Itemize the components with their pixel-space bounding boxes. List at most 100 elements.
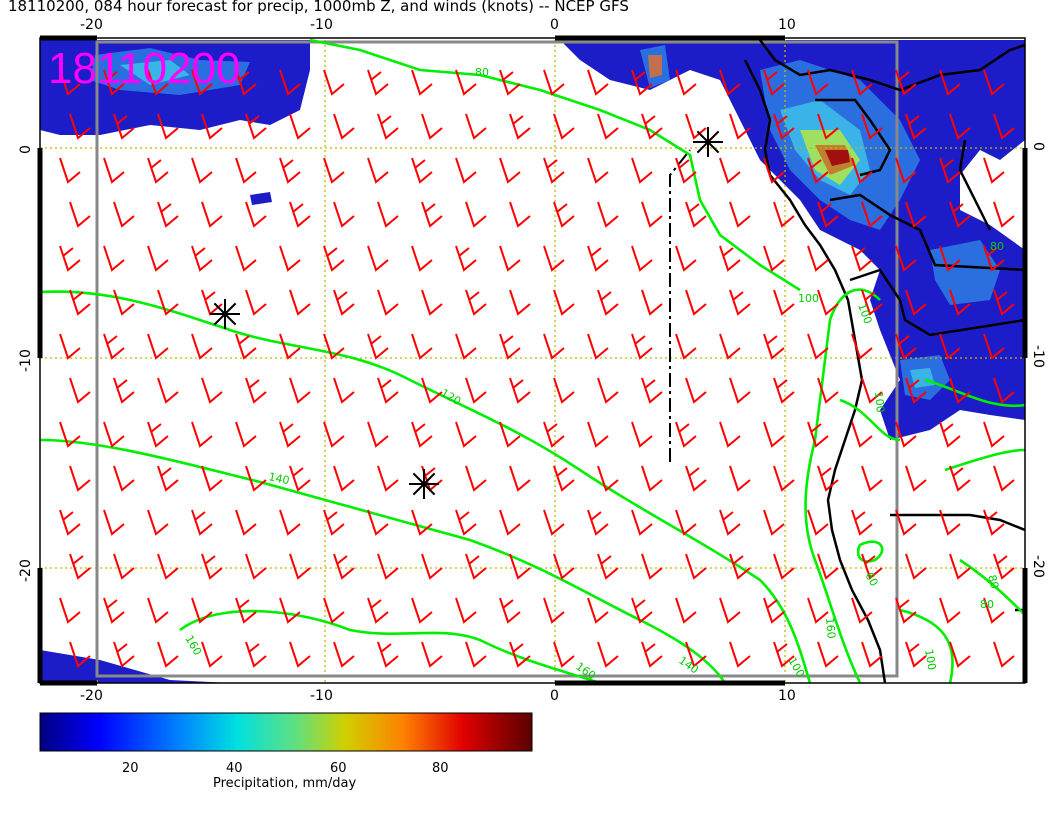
wind-barb [367, 597, 389, 624]
wind-barb [729, 465, 751, 492]
wind-barb [685, 377, 707, 404]
wind-barb [729, 377, 751, 404]
wind-barb [499, 597, 521, 624]
wind-barb [157, 289, 179, 316]
wind-barb [675, 597, 697, 624]
wind-barb [807, 69, 829, 96]
wind-barb [279, 421, 301, 448]
wind-barb [421, 641, 443, 668]
wind-barb [421, 377, 443, 404]
wind-barb [719, 333, 741, 360]
wind-barb [245, 201, 267, 228]
wind-barb [333, 641, 355, 668]
wind-barb [905, 377, 927, 404]
wind-barb [421, 201, 443, 228]
wind-barb [323, 157, 345, 184]
wind-barb [543, 421, 565, 448]
wind-barb [675, 245, 697, 272]
wind-barb [543, 509, 565, 536]
wind-barb [113, 465, 135, 492]
contour-label: 160 [823, 617, 838, 639]
wind-barb [500, 686, 520, 710]
bottom-x-tick: -20 [80, 688, 103, 704]
wind-barb [719, 597, 741, 624]
wind-barb [817, 641, 839, 668]
wind-barb [236, 686, 256, 710]
colorbar-tick: 40 [226, 761, 243, 776]
plot-frame [39, 37, 1026, 684]
wind-barb [817, 113, 839, 140]
wind-barb [367, 509, 389, 536]
wind-barb [499, 333, 521, 360]
storm-marker [409, 469, 439, 499]
wind-barb [113, 641, 135, 668]
wind-barb [235, 69, 257, 96]
wind-barb [631, 421, 653, 448]
wind-barb [157, 113, 179, 140]
wind-barb [421, 289, 443, 316]
wind-barb [641, 465, 663, 492]
wind-barb [851, 245, 873, 272]
top-x-tick: -10 [310, 17, 333, 33]
wind-barb [993, 377, 1015, 404]
left-y-tick: 0 [18, 145, 34, 154]
wind-barb [720, 686, 740, 710]
wind-barb [192, 686, 212, 710]
wind-barb [983, 421, 1005, 448]
wind-barb [333, 377, 355, 404]
wind-barb [245, 641, 267, 668]
wind-barb [939, 509, 961, 536]
wind-barb [411, 333, 433, 360]
wind-barb [59, 597, 81, 624]
wind-barb [1038, 466, 1056, 490]
wind-barb [103, 333, 125, 360]
wind-barb [631, 333, 653, 360]
wind-barb [377, 641, 399, 668]
wind-barb [411, 69, 433, 96]
wind-barb [939, 157, 961, 184]
wind-barb [861, 113, 883, 140]
wind-barb [773, 465, 795, 492]
wind-barb [940, 686, 960, 710]
wind-barb [103, 509, 125, 536]
wind-barb [949, 201, 971, 228]
wind-barb [895, 245, 917, 272]
wind-barb [851, 421, 873, 448]
wind-barb [719, 509, 741, 536]
wind-barb [984, 686, 1004, 710]
wind-barb [729, 289, 751, 316]
wind-barb [113, 377, 135, 404]
wind-barb [597, 289, 619, 316]
wind-barb [895, 421, 917, 448]
wind-barb [59, 157, 81, 184]
wind-barb [905, 641, 927, 668]
wind-barb [553, 289, 575, 316]
wind-barb [509, 201, 531, 228]
wind-barb [631, 509, 653, 536]
wind-barb [993, 465, 1015, 492]
wind-barb [235, 333, 257, 360]
wind-barb [323, 333, 345, 360]
wind-barb [367, 245, 389, 272]
wind-barb [245, 377, 267, 404]
wind-barb [499, 421, 521, 448]
wind-barb [1028, 422, 1048, 446]
wind-barb [675, 509, 697, 536]
wind-barb [861, 641, 883, 668]
wind-barb [729, 641, 751, 668]
wind-barb [289, 113, 311, 140]
wind-barb [895, 509, 917, 536]
top-x-tick: 10 [778, 17, 796, 33]
wind-barb [641, 377, 663, 404]
wind-barb [685, 553, 707, 580]
wind-barb [103, 69, 125, 96]
wind-barb [456, 686, 476, 710]
wind-barb [675, 333, 697, 360]
wind-barb [807, 509, 829, 536]
wind-barb [245, 465, 267, 492]
wind-barb [1038, 202, 1056, 226]
wind-barb [763, 509, 785, 536]
wind-barb [235, 245, 257, 272]
wind-barb [729, 113, 751, 140]
